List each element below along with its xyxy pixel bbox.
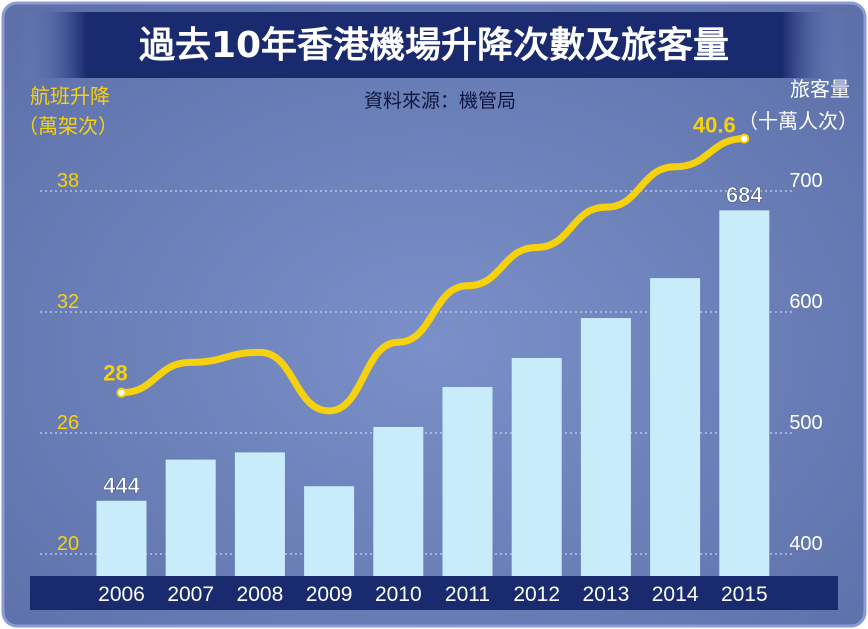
right-axis-label-line2: （十萬人次）	[738, 109, 858, 133]
title-bar	[20, 12, 848, 78]
right-axis-tick-label: 400	[789, 533, 822, 555]
bar	[234, 452, 285, 576]
data-label: 40.6	[693, 113, 736, 138]
data-label: 444	[103, 473, 140, 498]
x-axis-tick-label: 2009	[306, 583, 353, 606]
bar	[719, 210, 770, 577]
data-label: 684	[726, 182, 763, 207]
right-axis-label-line1: 旅客量	[790, 77, 850, 101]
line-endpoint-marker	[116, 387, 127, 398]
x-axis-bar	[30, 576, 838, 610]
right-axis-tick-label: 600	[789, 291, 822, 313]
chart-subtitle: 資料來源：機管局	[364, 90, 516, 112]
x-axis-tick-label: 2008	[237, 583, 284, 606]
bar	[373, 426, 424, 576]
bar	[96, 500, 147, 576]
bar	[580, 318, 631, 576]
data-label: 28	[103, 361, 127, 386]
bar	[442, 387, 493, 576]
x-axis-tick-label: 2011	[445, 583, 490, 606]
x-axis-tick-label: 2010	[375, 583, 422, 606]
right-axis-tick-label: 700	[789, 170, 822, 192]
bar	[511, 357, 562, 576]
x-axis-tick-label: 2006	[98, 583, 145, 606]
left-axis-label-line1: 航班升降	[30, 84, 110, 108]
line-endpoint-marker	[739, 133, 750, 144]
left-axis-tick-label: 32	[57, 291, 79, 313]
left-axis-tick-label: 26	[57, 412, 79, 434]
left-axis-tick-label: 20	[57, 533, 79, 555]
x-axis-tick-label: 2012	[513, 583, 560, 606]
series-line-flights	[118, 135, 748, 415]
chart-title: 過去10年香港機場升降次數及旅客量	[139, 25, 729, 66]
x-axis-tick-label: 2013	[583, 583, 630, 606]
x-axis-tick-label: 2015	[721, 583, 768, 606]
bar	[165, 459, 216, 576]
right-axis-tick-label: 500	[789, 412, 822, 434]
left-axis-label-line2: （萬架次）	[18, 114, 118, 138]
bar	[650, 278, 701, 576]
left-axis-tick-label: 38	[57, 170, 79, 192]
x-axis-tick-label: 2007	[167, 583, 214, 606]
bar	[304, 486, 355, 576]
x-axis-tick-label: 2014	[652, 583, 699, 606]
